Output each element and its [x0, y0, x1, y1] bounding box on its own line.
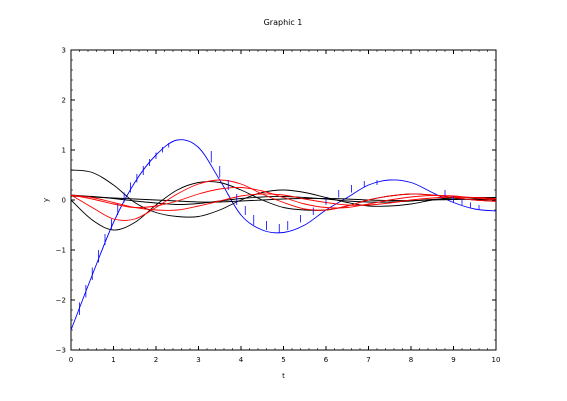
y-tick-label: 1 [62, 147, 66, 155]
series-layer [70, 139, 497, 331]
series-line-0 [70, 139, 497, 331]
series-line-5 [70, 179, 497, 221]
series-line-4 [70, 195, 496, 203]
x-tick-label: 4 [239, 356, 244, 364]
x-tick-label: 8 [409, 356, 413, 364]
x-tick-label: 2 [154, 356, 158, 364]
y-tick-label: 2 [62, 97, 66, 105]
stem-layer [79, 143, 480, 315]
x-tick-label: 1 [111, 356, 115, 364]
x-tick-label: 10 [492, 356, 501, 364]
x-tick-label: 5 [281, 356, 285, 364]
x-tick-label: 0 [69, 356, 73, 364]
chart-title: Graphic 1 [264, 18, 303, 27]
series-line-6 [70, 186, 497, 209]
x-tick-label: 9 [451, 356, 455, 364]
series-line-7 [70, 193, 497, 211]
series-line-1 [70, 169, 496, 218]
x-tick-label: 3 [196, 356, 200, 364]
y-tick-label: −1 [56, 247, 66, 255]
y-axis-label: y [42, 198, 50, 202]
axis-ticks: 0 1 2 3 4 5 6 7 8 9 10 −3 −2 −1 0 1 2 3 [56, 47, 501, 365]
x-tick-label: 7 [366, 356, 370, 364]
y-tick-label: −2 [56, 297, 66, 305]
x-tick-label: 6 [324, 356, 329, 364]
y-tick-label: 3 [62, 47, 66, 55]
y-tick-label: 0 [62, 197, 66, 205]
x-axis-label: t [282, 372, 285, 380]
y-tick-label: −3 [56, 347, 66, 355]
series-line-2 [70, 181, 497, 231]
